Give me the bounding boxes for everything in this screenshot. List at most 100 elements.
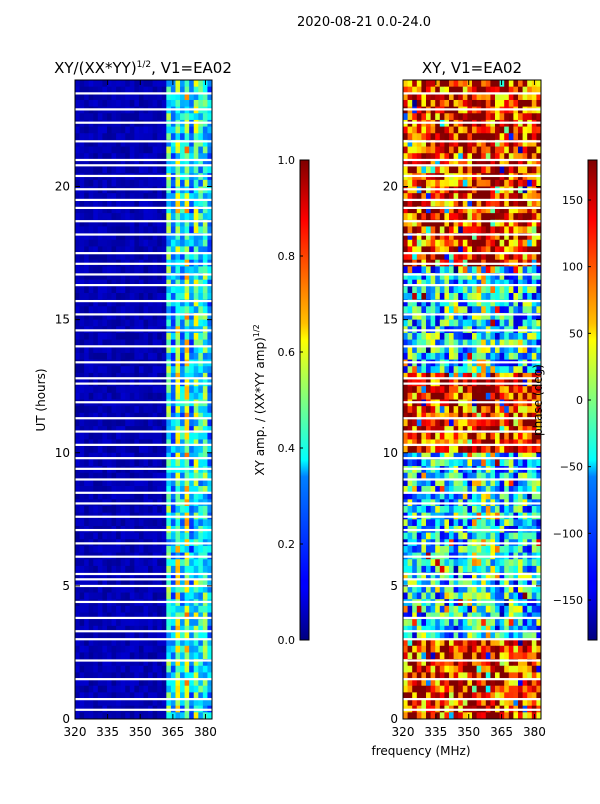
amplitude-cell [93,559,98,566]
amplitude-cell [102,167,107,174]
phase-cell [458,406,463,413]
amplitude-cell [139,533,144,540]
phase-cell [440,80,445,87]
phase-cell [495,180,500,187]
amplitude-cell [148,533,153,540]
phase-cell [504,100,509,107]
amplitude-cell [194,100,199,107]
y-tick-label: 10 [55,446,70,460]
amplitude-cell [98,433,103,440]
amplitude-cell [185,666,190,673]
amplitude-cell [203,180,208,187]
amplitude-cell [189,286,194,293]
amplitude-cell [144,266,149,273]
amplitude-cell [148,393,153,400]
phase-cell [421,446,426,453]
amplitude-cell [148,147,153,154]
amplitude-cell [198,226,203,233]
phase-cell [472,519,477,526]
amplitude-cell [153,286,158,293]
amplitude-cell [175,286,180,293]
amplitude-cell [162,113,167,120]
amplitude-cell [180,240,185,247]
phase-cell [481,240,486,247]
amplitude-cell [157,386,162,393]
phase-cell [477,406,482,413]
amplitude-cell [198,306,203,313]
phase-cell [449,286,454,293]
amplitude-cell [121,180,126,187]
amplitude-cell [93,133,98,140]
phase-cell [472,127,477,134]
phase-cell [472,167,477,174]
phase-cell [513,240,518,247]
phase-cell [477,167,482,174]
amplitude-cell [125,712,130,719]
phase-cell [477,306,482,313]
amplitude-cell [125,333,130,340]
amplitude-cell [84,213,89,220]
phase-cell [481,306,486,313]
phase-cell [477,180,482,187]
amplitude-cell [171,459,176,466]
amplitude-cell [116,519,121,526]
amplitude-cell [185,226,190,233]
phase-cell [467,240,472,247]
amplitude-cell [125,320,130,327]
phase-cell [444,406,449,413]
phase-cell [495,133,500,140]
amplitude-cell [194,593,199,600]
amplitude-cell [98,533,103,540]
amplitude-cell [134,546,139,553]
amplitude-cell [107,366,112,373]
phase-cell [412,519,417,526]
phase-cell [408,446,413,453]
phase-cell [431,459,436,466]
phase-cell [444,127,449,134]
amplitude-cell [203,646,208,653]
phase-cell [431,147,436,154]
amplitude-cell [98,286,103,293]
amplitude-cell [107,559,112,566]
amplitude-cell [175,593,180,600]
amplitude-cell [134,180,139,187]
phase-cell [527,286,532,293]
amplitude-cell [148,712,153,719]
phase-cell [408,306,413,313]
amplitude-cell [171,113,176,120]
amplitude-cell [125,433,130,440]
amplitude-cell [144,446,149,453]
phase-cell [504,213,509,220]
amplitude-cell [171,320,176,327]
amplitude-cell [112,320,117,327]
amplitude-cell [185,446,190,453]
amplitude-cell [162,652,167,659]
phase-cell [458,519,463,526]
phase-cell [431,240,436,247]
amplitude-cell [194,686,199,693]
amplitude-cell [157,100,162,107]
amplitude-cell [198,80,203,87]
phase-cell [523,113,528,120]
amplitude-cell [93,593,98,600]
phase-cell [403,293,408,300]
amplitude-title-sup: 1/2 [137,60,151,70]
amplitude-cell [153,712,158,719]
amplitude-cell [148,353,153,360]
phase-cell [403,386,408,393]
amplitude-cell [98,133,103,140]
phase-cell [495,393,500,400]
amplitude-cell [116,286,121,293]
amplitude-cell [107,506,112,513]
amplitude-cell [194,619,199,626]
amplitude-cell [130,180,135,187]
phase-cell [477,147,482,154]
amplitude-cell [102,180,107,187]
phase-cell [481,147,486,154]
amplitude-cell [75,320,80,327]
phase-cell [431,406,436,413]
amplitude-cell [148,419,153,426]
phase-cell [463,113,468,120]
amplitude-cell [75,333,80,340]
amplitude-cell [185,147,190,154]
